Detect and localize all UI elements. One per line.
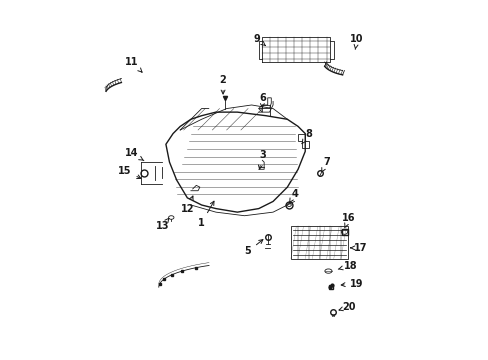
Text: 1: 1 [198,201,214,228]
Text: 3: 3 [258,150,265,169]
Text: 5: 5 [244,239,263,256]
Text: 11: 11 [125,57,142,72]
Text: 2: 2 [219,75,226,94]
Text: 10: 10 [349,34,363,49]
Text: 15: 15 [118,166,141,179]
Text: 8: 8 [302,129,312,144]
Text: 12: 12 [180,196,194,213]
Text: 4: 4 [289,189,297,202]
Text: 6: 6 [259,93,265,108]
Text: 18: 18 [338,261,357,271]
Text: 19: 19 [341,279,362,289]
Text: 20: 20 [338,302,355,312]
Text: 9: 9 [253,34,265,46]
Text: 14: 14 [125,148,143,161]
Text: 7: 7 [321,157,329,172]
Text: 16: 16 [342,212,355,228]
Text: 17: 17 [350,243,366,253]
Text: 13: 13 [155,218,169,231]
